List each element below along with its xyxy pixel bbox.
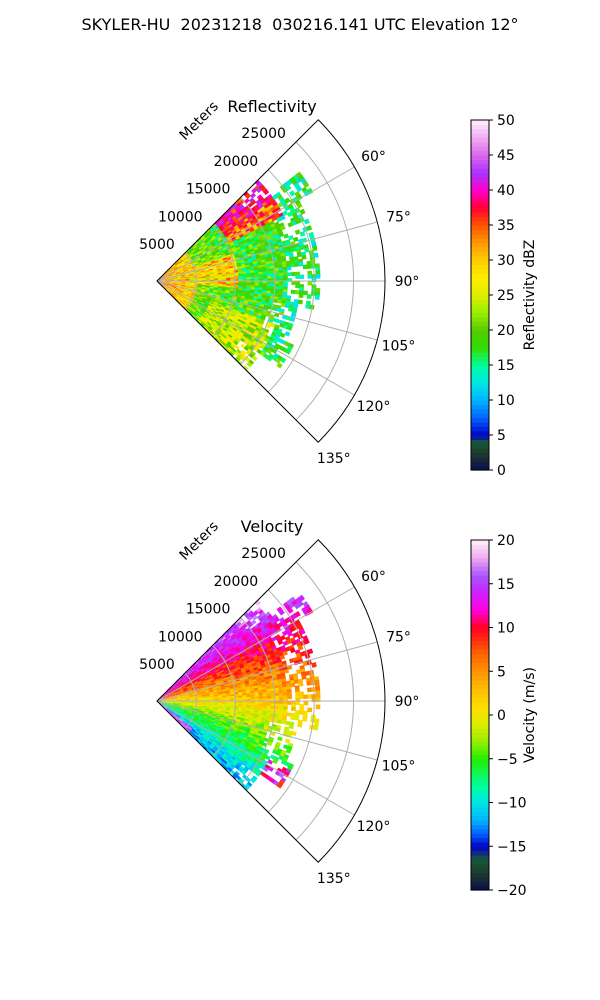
azimuth-gridline-75 xyxy=(156,641,378,702)
radial-tick-label: 5000 xyxy=(139,237,175,253)
radial-tick-label: 20000 xyxy=(214,154,259,170)
azimuth-gridline-120 xyxy=(156,700,355,816)
azimuth-gridline-105 xyxy=(156,700,378,761)
colorbar-tick-label: 10 xyxy=(497,393,515,409)
colorbar-tick-label: 5 xyxy=(497,664,506,680)
colorbar-tick-label: 25 xyxy=(497,288,515,304)
colorbar-tick-label: 30 xyxy=(497,253,515,269)
azimuth-tick-label: 105° xyxy=(382,339,416,355)
colorbar-tick-label: −10 xyxy=(497,796,527,812)
azimuth-gridline-75 xyxy=(156,221,378,282)
azimuth-tick-label: 135° xyxy=(317,451,351,467)
radial-tick-label: 5000 xyxy=(139,657,175,673)
radial-tick-label: 15000 xyxy=(186,182,231,198)
vel-colorbar: −20 −15 −10 −5 0 5 10 15 20 Velocity (m/s) xyxy=(470,533,538,899)
azimuth-tick-label: 120° xyxy=(357,399,391,415)
radial-tick-label: 25000 xyxy=(241,126,286,142)
vel-data-field xyxy=(157,594,321,792)
colorbar-tick-label: 15 xyxy=(497,577,515,593)
azimuth-tick-label: 90° xyxy=(395,694,420,710)
colorbar-tick-label: 40 xyxy=(497,183,515,199)
vel-axes-frame xyxy=(156,539,386,863)
azimuth-gridline-105 xyxy=(156,280,378,341)
azimuth-tick-label: 75° xyxy=(386,209,411,225)
colorbar-tick-label: −5 xyxy=(497,752,518,768)
colorbar-tick-label: 35 xyxy=(497,218,515,234)
azimuth-tick-label: 75° xyxy=(386,629,411,645)
refl-panel-title: Reflectivity xyxy=(227,97,316,116)
azimuth-tick-label: 135° xyxy=(317,871,351,887)
colorbar-tick-label: 20 xyxy=(497,533,515,549)
azimuth-gridline-120 xyxy=(156,280,355,396)
colorbar-tick-label: 0 xyxy=(497,708,506,724)
colorbar-tick-label: 50 xyxy=(497,113,515,129)
colorbar-label: Velocity (m/s) xyxy=(522,667,538,763)
colorbar-tick-label: 45 xyxy=(497,148,515,164)
azimuth-tick-label: 60° xyxy=(361,569,386,585)
colorbar-tick-label: 15 xyxy=(497,358,515,374)
refl-axes-frame xyxy=(156,119,386,443)
radial-tick-label: 10000 xyxy=(158,629,203,645)
azimuth-tick-label: 105° xyxy=(382,759,416,775)
azimuth-gridline-60 xyxy=(156,166,355,282)
radial-tick-label: 10000 xyxy=(158,209,203,225)
refl-data-field xyxy=(157,171,321,372)
radial-tick-label: 15000 xyxy=(186,602,231,618)
colorbar-tick-label: −20 xyxy=(497,883,527,899)
colorbar-tick-label: 5 xyxy=(497,428,506,444)
velocity-panel: 5000 10000 15000 20000 25000 Meters 60° 75° 90° 1… xyxy=(139,517,538,899)
azimuth-tick-label: 90° xyxy=(395,274,420,290)
colorbar-tick-label: 0 xyxy=(497,463,506,479)
vel-panel-title: Velocity xyxy=(241,517,304,536)
figure-title: SKYLER-HU 20231218 030216.141 UTC Elevat… xyxy=(81,15,519,34)
radial-tick-label: 25000 xyxy=(241,546,286,562)
azimuth-tick-label: 120° xyxy=(357,819,391,835)
colorbar-tick-label: −15 xyxy=(497,839,527,855)
refl-colorbar: 0 5 10 15 20 25 30 35 40 45 50 Reflectivity dBZ xyxy=(470,113,538,479)
colorbar-tick-label: 10 xyxy=(497,621,515,637)
colorbar-tick-label: 20 xyxy=(497,323,515,339)
radial-tick-label: 20000 xyxy=(214,574,259,590)
reflectivity-panel: 5000 10000 15000 20000 25000 Meters 60° 75° 90° 1… xyxy=(139,97,538,479)
azimuth-gridline-60 xyxy=(156,586,355,702)
range-axis-label: Meters xyxy=(177,98,222,143)
range-axis-label: Meters xyxy=(177,518,222,563)
azimuth-tick-label: 60° xyxy=(361,149,386,165)
colorbar-label: Reflectivity dBZ xyxy=(522,240,538,351)
